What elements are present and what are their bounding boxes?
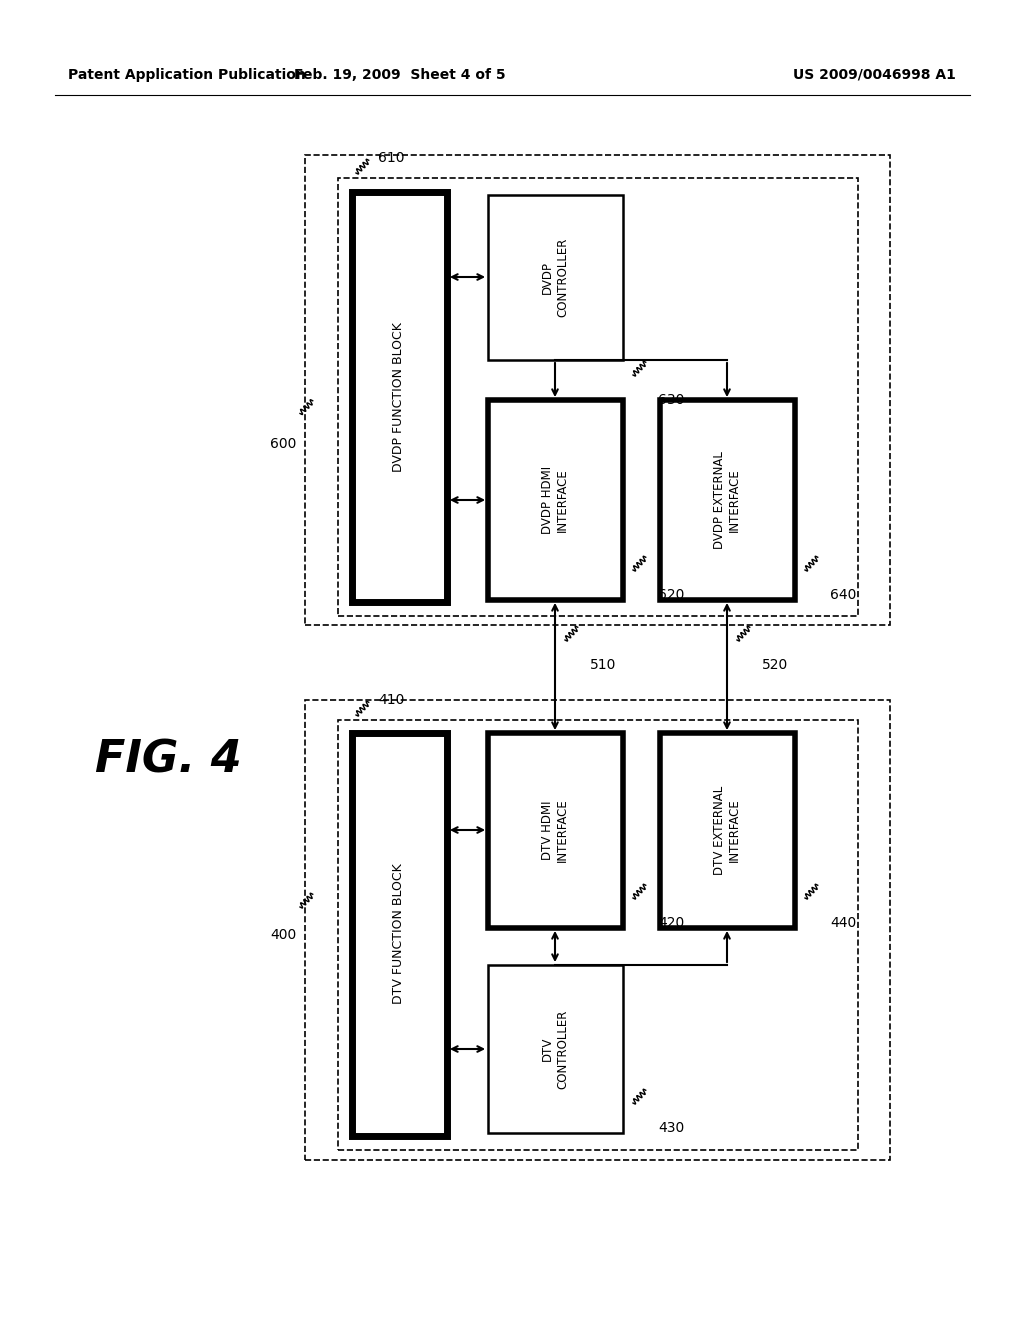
Text: DTV
CONTROLLER: DTV CONTROLLER — [541, 1010, 569, 1089]
Text: 610: 610 — [378, 150, 404, 165]
Bar — [660, 400, 795, 601]
Text: 400: 400 — [270, 928, 296, 942]
Bar — [488, 733, 623, 928]
Text: 640: 640 — [830, 587, 856, 602]
Bar — [488, 965, 623, 1133]
Text: DTV HDMI
INTERFACE: DTV HDMI INTERFACE — [541, 799, 569, 862]
Bar — [660, 733, 795, 928]
Text: 620: 620 — [658, 587, 684, 602]
Text: DTV FUNCTION BLOCK: DTV FUNCTION BLOCK — [392, 863, 406, 1005]
Bar — [305, 154, 890, 624]
Text: DVDP HDMI
INTERFACE: DVDP HDMI INTERFACE — [541, 466, 569, 535]
Text: 600: 600 — [270, 437, 296, 450]
Text: 420: 420 — [658, 916, 684, 931]
Bar — [488, 195, 623, 360]
Text: DVDP EXTERNAL
INTERFACE: DVDP EXTERNAL INTERFACE — [713, 451, 741, 549]
Bar — [488, 400, 623, 601]
Text: DVDP FUNCTION BLOCK: DVDP FUNCTION BLOCK — [392, 322, 406, 473]
Text: 440: 440 — [830, 916, 856, 931]
Text: Patent Application Publication: Patent Application Publication — [68, 69, 306, 82]
Bar — [352, 733, 447, 1137]
Bar — [338, 178, 858, 616]
Text: 520: 520 — [762, 657, 788, 672]
Text: FIG. 4: FIG. 4 — [95, 738, 242, 781]
Text: DTV EXTERNAL
INTERFACE: DTV EXTERNAL INTERFACE — [713, 785, 741, 875]
Bar — [338, 719, 858, 1150]
Text: DVDP
CONTROLLER: DVDP CONTROLLER — [541, 238, 569, 317]
Bar — [305, 700, 890, 1160]
Text: US 2009/0046998 A1: US 2009/0046998 A1 — [794, 69, 956, 82]
Text: 510: 510 — [590, 657, 616, 672]
Bar — [352, 191, 447, 602]
Text: 430: 430 — [658, 1121, 684, 1135]
Text: 410: 410 — [378, 693, 404, 708]
Text: 630: 630 — [658, 393, 684, 407]
Text: Feb. 19, 2009  Sheet 4 of 5: Feb. 19, 2009 Sheet 4 of 5 — [294, 69, 506, 82]
